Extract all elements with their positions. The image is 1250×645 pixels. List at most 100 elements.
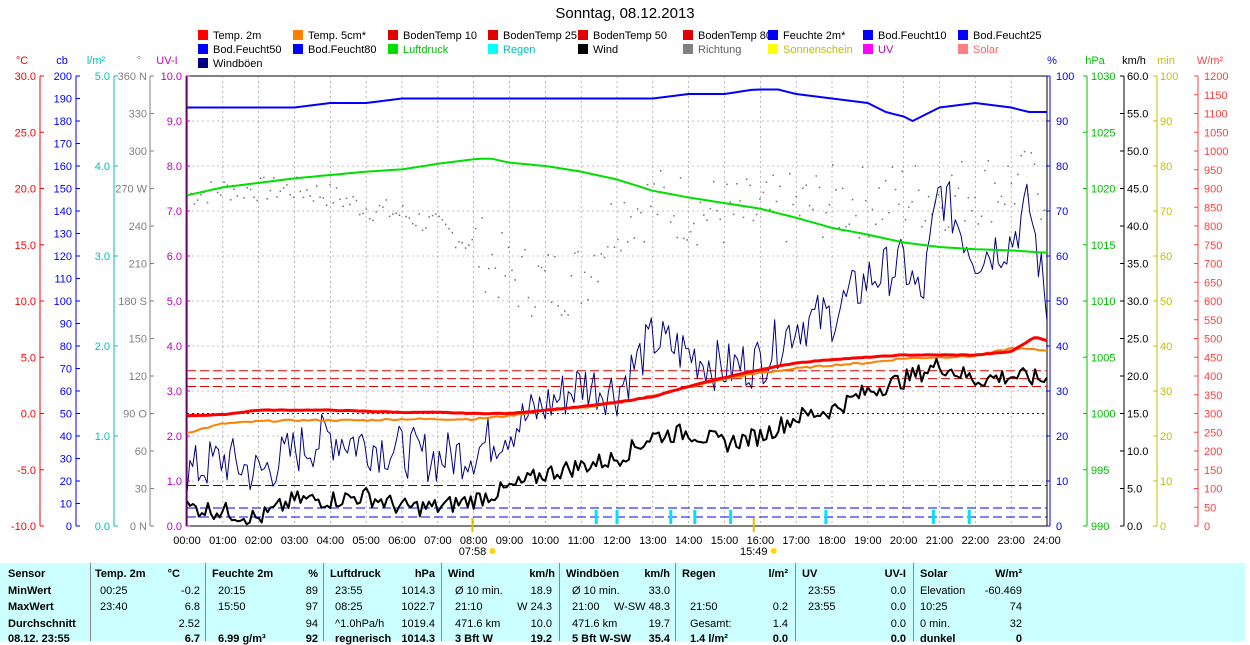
table-header-unit: W/m² (995, 568, 1022, 580)
direction-point (289, 194, 291, 196)
y-tick-label: 1.0 (167, 476, 182, 488)
direction-point (1013, 203, 1016, 205)
y-tick-label: 90 (60, 319, 72, 331)
legend-swatch (768, 30, 778, 40)
table-cell-value: -0.2 (181, 585, 200, 597)
y-tick-label: 30 (60, 454, 72, 466)
y-tick-label: 250 (1204, 427, 1222, 439)
direction-point (259, 177, 262, 179)
y-tick-label: 1015 (1091, 240, 1115, 252)
axis-unit-solar: W/m² (1197, 55, 1224, 67)
legend-item: Richtung (683, 44, 741, 56)
y-tick-label: 0 (1160, 521, 1166, 533)
y-tick-label: 45.0 (1127, 184, 1148, 196)
table-cell: 23:55 (808, 601, 836, 613)
legend-label: Regen (503, 44, 536, 56)
table-divider (205, 563, 206, 641)
legend-swatch (293, 30, 303, 40)
y-tick-label: 140 (54, 206, 72, 218)
y-tick-label: 50 (1204, 502, 1216, 514)
legend-label: BodenTemp 80 (698, 30, 772, 42)
direction-point (517, 305, 520, 308)
table-cell-value: 0 (1015, 633, 1022, 645)
direction-point (1023, 150, 1026, 153)
table-header: Sensor (8, 568, 46, 580)
legend-item: Bod.Feucht80 (293, 44, 377, 56)
direction-point (835, 189, 837, 191)
direction-point (488, 267, 490, 270)
table-divider (675, 563, 676, 641)
direction-point (471, 238, 473, 241)
direction-point (673, 215, 675, 217)
direction-point (593, 254, 596, 257)
weather-chart: 00:00 01:00 02:00 03:00 04:00 05:00 06:00 07:00… (11, 55, 1229, 558)
axis-unit-rain: l/m² (87, 55, 106, 67)
direction-point (372, 219, 374, 222)
legend-item: Wind (578, 44, 618, 56)
direction-point (402, 205, 404, 207)
direction-point (812, 208, 814, 211)
y-tick-label: 50 (1056, 296, 1068, 308)
legend-item: Windböen (198, 58, 263, 70)
table-cell: 1.4 l/m² (690, 633, 728, 645)
legend-swatch (863, 30, 873, 40)
y-tick-label: 1200 (1204, 71, 1228, 83)
direction-point (620, 249, 622, 252)
y-tick-label: 80 (1160, 161, 1172, 173)
direction-point (898, 203, 900, 206)
y-tick-label: 100 (54, 296, 72, 308)
legend-swatch (768, 44, 778, 54)
direction-point (352, 196, 354, 198)
direction-point (461, 242, 463, 244)
legend-label: Solar (973, 44, 999, 56)
axis-unit-temp: °C (16, 55, 28, 67)
direction-point (392, 213, 394, 215)
direction-point (716, 209, 718, 212)
y-tick-label: 90 (1160, 116, 1172, 128)
table-cell: 23:55 (808, 585, 836, 597)
y-tick-label: 30.0 (15, 71, 36, 83)
table-cell-value: 0.0 (890, 585, 906, 597)
direction-point (765, 181, 768, 183)
y-tick-label: 80 (1056, 161, 1068, 173)
direction-point (683, 237, 685, 240)
direction-point (570, 275, 573, 277)
direction-point (408, 217, 411, 219)
axis-unit-sun: min (1157, 55, 1175, 67)
y-tick-label: 500 (1204, 334, 1222, 346)
legend-swatch (863, 44, 873, 54)
direction-point (236, 195, 239, 197)
direction-point (468, 244, 470, 246)
y-tick-label: 60 (1160, 251, 1172, 263)
direction-point (762, 191, 764, 194)
direction-point (855, 214, 857, 217)
direction-point (560, 314, 563, 316)
direction-point (927, 195, 930, 198)
table-cell-value: 2.52 (178, 618, 200, 630)
direction-point (693, 222, 695, 225)
table-header: UV (802, 568, 818, 580)
direction-point (511, 269, 513, 272)
legend-label: Bod.Feucht50 (213, 44, 282, 56)
direction-point (924, 220, 927, 222)
direction-point (507, 246, 510, 249)
y-tick-label: 40.0 (1127, 221, 1148, 233)
direction-point (944, 229, 946, 231)
table-cell-value: 0.2 (772, 601, 788, 613)
y-tick-label: 850 (1204, 202, 1222, 214)
direction-point (610, 203, 612, 205)
y-tick-label: 550 (1204, 315, 1222, 327)
y-tick-label: 1005 (1091, 352, 1115, 364)
direction-point (722, 241, 725, 244)
y-tick-label: 5.0 (167, 296, 182, 308)
direction-point (385, 199, 387, 201)
x-tick-label: 00:00 (173, 535, 201, 547)
direction-point (362, 212, 364, 215)
legend-label: Sonnenschein (783, 44, 853, 56)
table-cell: 23:55 (335, 585, 363, 597)
x-tick-label: 22:00 (962, 535, 990, 547)
legend-item: Luftdruck (388, 44, 448, 56)
chart-title: Sonntag, 08.12.2013 (555, 5, 695, 22)
direction-point (630, 216, 632, 218)
legend-item: Feuchte 2m* (768, 30, 845, 42)
